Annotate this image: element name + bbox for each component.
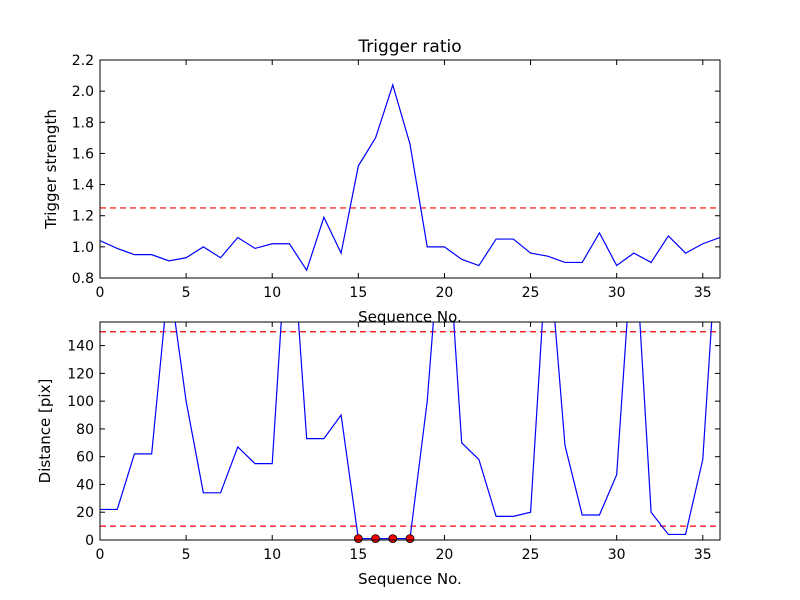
top-x-tick-label: 10 [263, 285, 281, 301]
top-x-tick-label: 30 [608, 285, 626, 301]
bottom-x-tick-label: 15 [349, 547, 367, 563]
top-y-tick-label: 1.8 [72, 115, 94, 131]
top-x-tick-label: 15 [349, 285, 367, 301]
bottom-y-tick-label: 120 [67, 366, 94, 382]
bottom-y-tick-label: 0 [85, 533, 94, 549]
bottom-y-tick-label: 100 [67, 394, 94, 410]
top-y-tick-label: 1.6 [72, 146, 94, 162]
top-axes-frame [99, 59, 721, 279]
top-y-axis-label: Trigger strength [42, 109, 60, 230]
bottom-axis-ticks: 0 5 10 15 20 25 30 35 0 20 40 60 80 100 120 140 [67, 322, 720, 563]
bottom-threshold-lines [100, 331, 720, 527]
bottom-y-axis-label: Distance [pix] [36, 379, 54, 484]
bottom-x-tick-label: 30 [608, 547, 626, 563]
bottom-x-tick-label: 25 [522, 547, 540, 563]
top-x-tick-label: 0 [96, 285, 105, 301]
top-y-tick-label: 2.0 [72, 84, 94, 100]
bottom-axes-frame [99, 321, 721, 541]
bottom-markers [353, 534, 415, 544]
top-x-tick-label: 5 [182, 285, 191, 301]
top-x-tick-label: 35 [694, 285, 712, 301]
bottom-marker-point [405, 534, 415, 544]
bottom-x-tick-label: 0 [96, 547, 105, 563]
bottom-x-tick-label: 10 [263, 547, 281, 563]
top-x-tick-label: 25 [522, 285, 540, 301]
top-x-tick-label: 20 [436, 285, 454, 301]
bottom-x-tick-label: 35 [694, 547, 712, 563]
bottom-y-tick-label: 80 [76, 422, 94, 438]
distance-panel: 0 5 10 15 20 25 30 35 0 20 40 60 80 100 120 140 Sequenc… [36, 321, 721, 588]
bottom-marker-point [388, 534, 398, 544]
bottom-x-tick-label: 5 [182, 547, 191, 563]
chart-title: Trigger ratio [357, 37, 461, 57]
top-y-tick-label: 2.2 [72, 53, 94, 69]
top-y-tick-label: 0.8 [72, 271, 94, 287]
bottom-x-axis-label: Sequence No. [358, 570, 462, 588]
bottom-marker-point [371, 534, 380, 544]
bottom-y-tick-label: 40 [76, 477, 94, 493]
bottom-x-tick-label: 20 [436, 547, 454, 563]
bottom-marker-point [353, 534, 363, 544]
top-data-line [100, 82, 720, 272]
top-y-tick-label: 1.2 [72, 209, 94, 225]
bottom-y-tick-label: 20 [76, 505, 94, 521]
top-y-tick-label: 1.4 [72, 178, 94, 194]
bottom-y-tick-label: 60 [76, 450, 94, 466]
top-plot-area [100, 82, 720, 272]
bottom-y-tick-label: 140 [67, 339, 94, 355]
top-axis-ticks: 0 5 10 15 20 25 30 35 0.8 1.0 1.2 1.4 1.6 1.8 2.0 2.2 [72, 53, 720, 301]
top-y-tick-label: 1.0 [72, 240, 94, 256]
